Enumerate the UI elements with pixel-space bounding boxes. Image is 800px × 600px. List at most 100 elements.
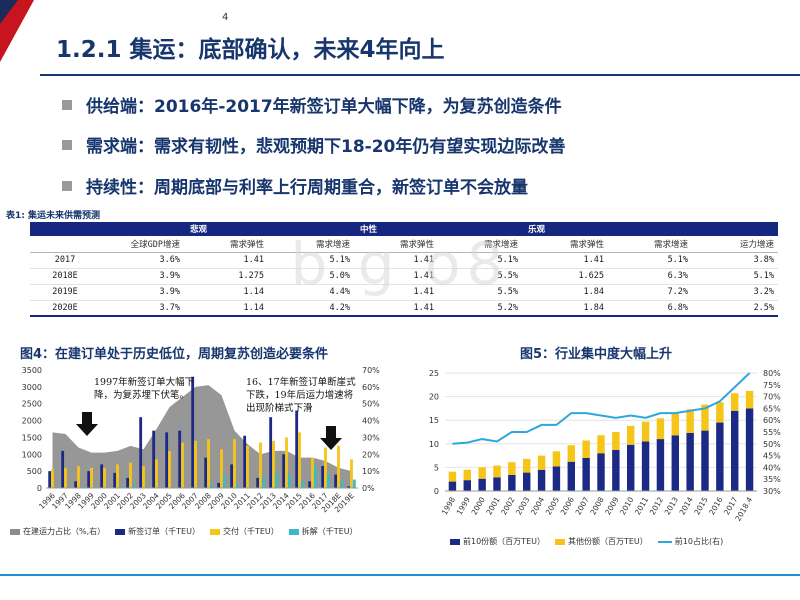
table-cell: 3.9% bbox=[100, 284, 184, 301]
bar-deliveries bbox=[298, 432, 301, 488]
bar-scrapping bbox=[144, 486, 148, 488]
chart2-y2-tick-label: 75% bbox=[763, 381, 781, 390]
chart2-x-tick-label: 1999 bbox=[455, 495, 472, 516]
bullet-supply: 供给端：2016年-2017年新签订单大幅下降，为复苏创造条件 bbox=[62, 92, 562, 117]
bar-scrapping bbox=[300, 481, 304, 488]
chart2-x-tick-label: 2010 bbox=[618, 495, 635, 516]
column-header: 需求增速 bbox=[268, 236, 355, 253]
legend-swatch bbox=[554, 538, 565, 545]
bar-top10-share bbox=[686, 432, 694, 491]
chart1-title: 图4：在建订单处于历史低位，周期复苏创造必要条件 bbox=[20, 347, 329, 362]
column-header: 需求弹性 bbox=[522, 236, 609, 253]
table-row: 2017 3.6% 1.41 5.1% 1.41 5.1% 1.41 5.1% … bbox=[30, 252, 779, 269]
bar-top10-share bbox=[716, 422, 724, 491]
row-year: 2019E bbox=[30, 284, 100, 301]
column-header: 需求增速 bbox=[608, 236, 693, 253]
chart2-legend: 前10份额（百万TEU） 其他份额（百万TEU） 前10占比(右) bbox=[450, 536, 723, 547]
column-header: 需求增速 bbox=[438, 236, 523, 253]
bar-other-share bbox=[463, 469, 471, 481]
bar-new-orders bbox=[204, 457, 208, 488]
chart2-plot: 0 5 10 15 20 25 30% 35% 40% 45% 50% 55% 60% 65% 70% 75%… bbox=[429, 369, 781, 523]
table-cell: 7.2% bbox=[608, 284, 693, 301]
bar-scrapping bbox=[352, 479, 356, 488]
bar-scrapping bbox=[326, 474, 330, 488]
bar-new-orders bbox=[139, 417, 143, 488]
bar-deliveries bbox=[259, 442, 262, 488]
chart2-x-tick-label: 2008 bbox=[588, 495, 605, 516]
bar-deliveries bbox=[207, 439, 210, 488]
table-row: 2020E 3.7% 1.14 4.2% 1.41 5.2% 1.84 6.8%… bbox=[30, 300, 779, 317]
column-header: 需求弹性 bbox=[354, 236, 439, 253]
forecast-table: 悲观 中性 乐观 全球GDP增速 需求弹性 需求增速 需求弹性 需求增速 需求弹… bbox=[30, 222, 779, 317]
bar-scrapping bbox=[222, 474, 226, 488]
bar-new-orders bbox=[74, 481, 78, 488]
table-cell: 3.6% bbox=[100, 252, 184, 269]
chart2-y-tick-label: 5 bbox=[434, 463, 439, 472]
chart1-y-tick-label: 3000 bbox=[22, 383, 42, 392]
table-cell: 1.41 bbox=[354, 268, 439, 285]
bar-deliveries bbox=[350, 459, 353, 488]
bar-deliveries bbox=[220, 449, 223, 488]
table-caption: 表1: 集运未来供需预测 bbox=[6, 211, 100, 221]
bar-new-orders bbox=[321, 466, 325, 488]
line-top10-ratio bbox=[452, 372, 751, 445]
bar-new-orders bbox=[87, 471, 91, 488]
table-cell: 1.275 bbox=[184, 268, 268, 285]
chart2-y2-tick-label: 60% bbox=[763, 416, 781, 425]
bar-deliveries bbox=[103, 467, 106, 488]
bar-deliveries bbox=[272, 440, 275, 488]
bar-new-orders bbox=[178, 430, 182, 488]
bar-new-orders bbox=[256, 477, 260, 488]
bar-top10-share bbox=[448, 481, 457, 491]
chart1-y2-tick-label: 10% bbox=[362, 467, 380, 476]
chart2-x-tick-label: 2004 bbox=[529, 495, 546, 516]
bar-new-orders bbox=[48, 471, 52, 488]
legend-item: 前10占比(右) bbox=[657, 536, 723, 547]
footer-divider bbox=[0, 574, 800, 576]
column-header: 全球GDP增速 bbox=[100, 236, 184, 253]
chart2-x-tick-label: 1998 bbox=[440, 495, 457, 516]
chart2-x-tick-label: 2014 bbox=[678, 495, 695, 516]
bar-new-orders bbox=[308, 481, 312, 488]
bullet-demand: 需求端：需求有韧性，悲观预期下18-20年仍有望实现边际改善 bbox=[62, 132, 565, 157]
bar-top10-share bbox=[537, 469, 546, 491]
row-year: 2017 bbox=[30, 252, 100, 269]
table-row: 2019E 3.9% 1.14 4.4% 1.41 5.5% 1.84 7.2%… bbox=[30, 284, 779, 301]
bar-new-orders bbox=[217, 482, 221, 488]
bar-other-share bbox=[671, 413, 679, 436]
bar-deliveries bbox=[337, 445, 340, 488]
slide-title: 1.2.1 集运：底部确认，未来4年向上 bbox=[56, 37, 445, 63]
chart1-y-tick-label: 2000 bbox=[22, 417, 42, 426]
chart2-y-tick-label: 25 bbox=[429, 369, 439, 378]
legend-item: 其他份额（百万TEU） bbox=[554, 536, 648, 547]
bar-other-share bbox=[478, 467, 486, 479]
chart2-y-tick-label: 15 bbox=[429, 416, 439, 425]
table-row: 2018E 3.9% 1.275 5.0% 1.41 5.5% 1.625 6.… bbox=[30, 268, 779, 285]
chart1-annotation-2016: 16、17年新签订单断崖式 下跌，19年后运力增速将 出现阶梯式下滑 bbox=[246, 377, 356, 414]
group-header-optimistic: 乐观 bbox=[522, 222, 693, 236]
bar-scrapping bbox=[248, 486, 252, 488]
bar-deliveries bbox=[181, 442, 184, 488]
bar-new-orders bbox=[152, 430, 156, 488]
bar-top10-share bbox=[478, 478, 486, 491]
bullet-text: 供给端：2016年-2017年新签订单大幅下降，为复苏创造条件 bbox=[86, 97, 562, 117]
chart1-y2-tick-label: 50% bbox=[362, 400, 380, 409]
bar-deliveries bbox=[324, 447, 327, 488]
bar-other-share bbox=[716, 402, 724, 423]
table-cell: 6.3% bbox=[608, 268, 693, 285]
chart2-y2-tick-label: 40% bbox=[763, 463, 781, 472]
legend-item: 拆解（千TEU） bbox=[288, 526, 358, 537]
chart2-x-tick-label: 2002 bbox=[499, 495, 516, 516]
bar-new-orders bbox=[269, 417, 273, 488]
table-cell: 1.84 bbox=[522, 300, 609, 317]
chart1-plot: 0 500 1000 1500 2000 2500 3000 3500 0% 10% 20% 30% 4… bbox=[22, 366, 381, 514]
bar-other-share bbox=[508, 462, 516, 475]
bar-top10-share bbox=[641, 441, 650, 491]
table-cell: 1.625 bbox=[522, 268, 609, 285]
bar-new-orders bbox=[243, 435, 247, 488]
chart2-y-tick-label: 10 bbox=[429, 440, 439, 449]
bar-new-orders bbox=[165, 432, 169, 488]
table-cell: 2.5% bbox=[692, 300, 779, 317]
chart2-y2-tick-label: 70% bbox=[763, 393, 781, 402]
table-subheader-row: 全球GDP增速 需求弹性 需求增速 需求弹性 需求增速 需求弹性 需求增速 运力… bbox=[30, 236, 779, 253]
